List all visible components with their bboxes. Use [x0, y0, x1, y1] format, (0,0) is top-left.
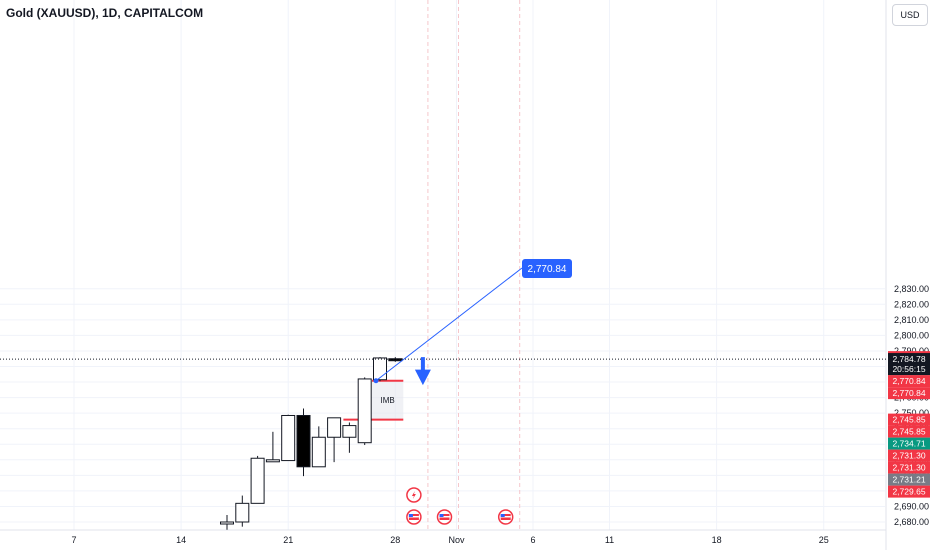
candle-body	[281, 414, 296, 462]
price-axis-tag	[888, 485, 930, 498]
price-tick-label: 2,800.00	[894, 330, 929, 340]
price-axis-tag	[888, 425, 930, 438]
imbalance-label: IMB	[381, 396, 395, 405]
candle-body	[311, 436, 326, 468]
price-tick-label: 2,680.00	[894, 517, 929, 527]
candle-body	[250, 457, 265, 504]
candle-body	[342, 425, 357, 438]
flag-stripe-white	[500, 516, 511, 518]
price-tick-label: 2,820.00	[894, 299, 929, 309]
time-tick-label: 11	[605, 535, 614, 545]
price-axis-tag-label: 2,731.21	[892, 475, 925, 485]
time-tick-label: 6	[530, 535, 535, 545]
candle-body	[235, 502, 250, 523]
candle-body	[357, 378, 372, 444]
price-tick-label: 2,790.00	[894, 346, 929, 356]
countdown-label: 20:56:15	[892, 364, 925, 374]
price-tick-label: 2,830.00	[894, 284, 929, 294]
price-tick-label: 2,750.00	[894, 408, 929, 418]
time-tick-label: 18	[712, 535, 722, 545]
price-tick-label: 2,810.00	[894, 315, 929, 325]
price-axis-tag	[888, 461, 930, 474]
callout-badge	[522, 259, 572, 278]
current-price-tag	[888, 353, 930, 376]
flag-canton	[500, 514, 505, 517]
price-axis-tag	[888, 437, 930, 450]
price-axis-tag-label: 2,731.30	[892, 451, 925, 461]
price-axis-tag-label: 2,770.84	[892, 376, 925, 386]
price-axis-tag-label: 2,745.85	[892, 427, 925, 437]
candle-body	[373, 357, 387, 381]
candle-body	[265, 459, 280, 463]
price-axis-tag-label: 2,734.71	[892, 439, 925, 449]
flag-canton	[439, 514, 444, 517]
chart-title: Gold (XAUUSD), 1D, CAPITALCOM	[6, 6, 204, 20]
callout-label: 2,770.84	[528, 264, 567, 275]
price-axis-tag-label: 2,729.65	[892, 487, 925, 497]
candle-body	[296, 414, 311, 468]
candle-body	[327, 417, 342, 438]
current-price-label: 2,784.78	[892, 354, 925, 364]
price-axis-tag	[888, 449, 930, 462]
time-tick-label: 21	[283, 535, 293, 545]
flag-stripe-white	[439, 516, 450, 518]
price-axis-tag	[888, 413, 930, 426]
time-tick-label: 14	[176, 535, 186, 545]
price-axis-tag	[888, 473, 930, 486]
time-tick-label: 28	[390, 535, 400, 545]
candle-body	[220, 521, 234, 525]
flag-stripe-white	[408, 516, 419, 518]
candle-body	[388, 358, 403, 362]
imbalance-zone	[372, 380, 404, 420]
price-axis-tag	[888, 375, 930, 388]
time-tick-label: 7	[71, 535, 76, 545]
price-axis-tag	[888, 387, 930, 400]
price-axis-tag-label: 2,731.30	[892, 463, 925, 473]
down-arrow-icon	[414, 357, 431, 386]
callout-line	[375, 267, 523, 382]
lightning-glyph	[411, 491, 416, 499]
price-axis-tag-label: 2,770.84	[892, 388, 925, 398]
price-axis-tag-label: 2,745.85	[892, 415, 925, 425]
time-tick-label: 25	[819, 535, 829, 545]
flag-canton	[408, 514, 413, 517]
currency-button[interactable]: USD	[892, 4, 928, 26]
price-tick-label: 2,690.00	[894, 501, 929, 511]
time-tick-label: Nov	[448, 535, 465, 545]
